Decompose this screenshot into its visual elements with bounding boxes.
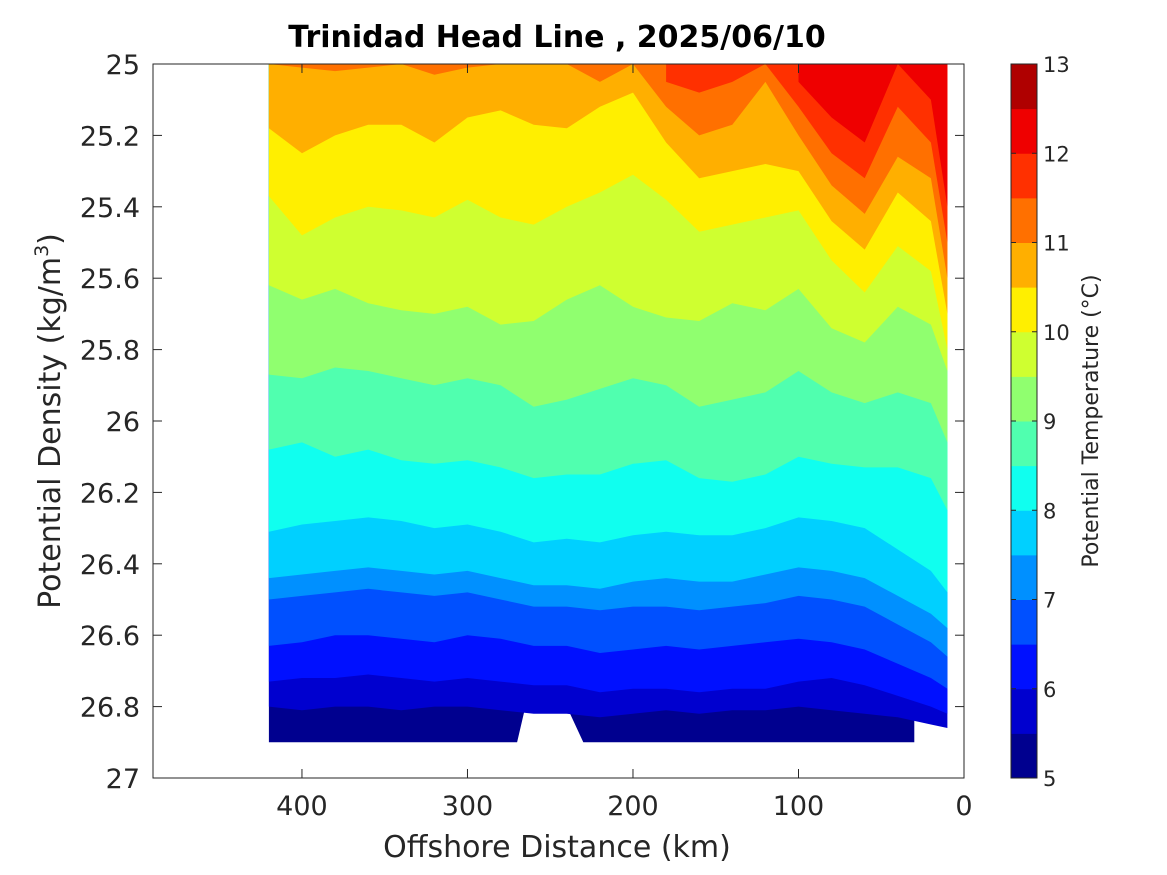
colorbar [1010, 63, 1038, 779]
colorbar-tick-label: 10 [1043, 321, 1070, 345]
x-tick-label: 300 [442, 791, 494, 822]
colorbar-swatch [1011, 510, 1037, 556]
colorbar-swatch [1011, 376, 1037, 422]
colorbar-swatch [1011, 599, 1037, 645]
colorbar-swatch [1011, 733, 1037, 779]
colorbar-swatch [1011, 644, 1037, 690]
colorbar-swatch [1011, 64, 1037, 110]
colorbar-swatch [1011, 108, 1037, 154]
colorbar-tick-label: 11 [1043, 232, 1070, 256]
chart-title: Trinidad Head Line , 2025/06/10 [288, 20, 825, 55]
colorbar-swatch [1011, 465, 1037, 511]
colorbar-tick-label: 8 [1043, 499, 1056, 523]
y-axis-label-superscript: 3 [31, 245, 53, 257]
colorbar-swatch [1011, 688, 1037, 734]
colorbar-swatch [1011, 197, 1037, 243]
y-tick-label: 25.6 [80, 264, 140, 295]
y-tick-label: 25 [106, 50, 140, 81]
colorbar-swatch [1011, 242, 1037, 288]
colorbar-axis: 5 6 7 8 9 10 11 12 13 [1011, 53, 1070, 791]
y-tick-label: 26.4 [80, 550, 140, 581]
colorbar-tick-label: 9 [1043, 410, 1056, 434]
colorbar-tick-label: 5 [1043, 767, 1056, 791]
y-tick-label: 25.2 [80, 121, 140, 152]
contour-band-12-12.5-part-1 [798, 64, 948, 207]
contour-band-10.5-11 [268, 64, 948, 314]
y-tick-label: 26 [106, 407, 140, 438]
y-tick-label: 25.8 [80, 336, 140, 367]
x-tick-label: 100 [773, 791, 825, 822]
y-axis-label: Potential Density (kg/m3) [31, 233, 68, 609]
y-tick-label: 25.4 [80, 193, 140, 224]
y-axis-label-close: ) [33, 233, 68, 245]
colorbar-swatch [1011, 554, 1037, 600]
colorbar-tick-label: 12 [1043, 142, 1070, 166]
colorbar-label: Potential Temperature (°C) [1079, 274, 1104, 567]
y-tick-label: 26.6 [80, 621, 140, 652]
colorbar-swatch [1011, 153, 1037, 199]
colorbar-swatch [1011, 331, 1037, 377]
y-tick-label: 27 [106, 764, 140, 795]
x-axis: 400 300 200 100 0 [276, 64, 973, 822]
colorbar-swatch [1011, 421, 1037, 467]
y-tick-label: 26.2 [80, 478, 140, 509]
colorbar-swatch [1011, 287, 1037, 333]
x-tick-label: 200 [607, 791, 659, 822]
colorbar-tick-label: 13 [1043, 53, 1070, 77]
x-axis-label: Offshore Distance (km) [383, 830, 731, 865]
contour-fill-layer [268, 64, 948, 743]
y-tick-label: 26.8 [80, 693, 140, 724]
colorbar-tick-label: 6 [1043, 678, 1056, 702]
colorbar-tick-label: 7 [1043, 589, 1056, 613]
x-tick-label: 400 [276, 791, 328, 822]
x-tick-label: 0 [955, 791, 972, 822]
y-axis: 25 25.2 25.4 25.6 25.8 26 26.2 26.4 26.6 26.8 27 [80, 50, 964, 795]
y-axis-label-main: Potential Density (kg/m [33, 257, 68, 609]
